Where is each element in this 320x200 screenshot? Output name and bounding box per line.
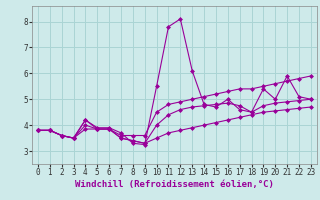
- X-axis label: Windchill (Refroidissement éolien,°C): Windchill (Refroidissement éolien,°C): [75, 180, 274, 189]
